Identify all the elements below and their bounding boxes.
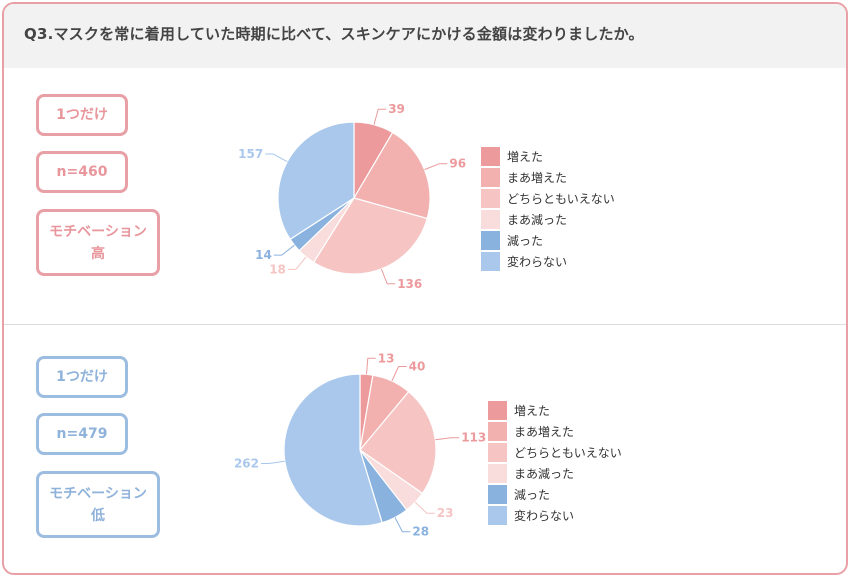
data-label: 13 bbox=[378, 351, 395, 365]
leader-line bbox=[373, 108, 387, 125]
legend-swatch bbox=[481, 252, 500, 271]
legend-label: 変わらない bbox=[514, 508, 574, 523]
legend-label: 減った bbox=[514, 487, 550, 502]
sample-size-badge: n=479 bbox=[36, 413, 128, 455]
legend-label: どちらともいえない bbox=[507, 192, 615, 206]
data-label: 40 bbox=[409, 360, 426, 374]
legend-swatch bbox=[481, 231, 500, 250]
legend-label: まあ減った bbox=[507, 212, 567, 227]
legend-swatch bbox=[488, 485, 507, 504]
data-label: 157 bbox=[238, 147, 263, 161]
leader-line bbox=[273, 244, 295, 256]
leader-line bbox=[435, 437, 460, 441]
leader-line bbox=[366, 357, 376, 375]
question-title: Q3.マスクを常に着用していた時期に比べて、スキンケアにかける金額は変わりました… bbox=[24, 25, 644, 43]
legend-label: 増えた bbox=[507, 150, 543, 164]
legend-swatch bbox=[481, 168, 500, 187]
data-label: 18 bbox=[269, 262, 286, 276]
leader-line bbox=[287, 256, 307, 270]
legend-label: まあ減った bbox=[514, 466, 574, 481]
legend-label: 増えた bbox=[514, 404, 550, 418]
data-label: 96 bbox=[449, 157, 466, 171]
data-label: 113 bbox=[461, 431, 486, 445]
legend-swatch bbox=[481, 147, 500, 166]
legend-swatch bbox=[488, 464, 507, 483]
legend-label: まあ増えた bbox=[514, 425, 574, 439]
motivation-badge: モチベーション 低 bbox=[36, 471, 160, 538]
legend-label: 変わらない bbox=[507, 254, 567, 269]
pie-slice bbox=[312, 197, 428, 275]
question-header: Q3.マスクを常に着用していた時期に比べて、スキンケアにかける金額は変わりました… bbox=[4, 4, 846, 68]
legend-swatch bbox=[488, 401, 507, 420]
leader-line bbox=[394, 517, 411, 533]
data-label: 39 bbox=[388, 102, 405, 116]
leader-line bbox=[265, 153, 288, 163]
legend-swatch bbox=[488, 506, 507, 525]
sample-size-badge: n=460 bbox=[36, 151, 128, 193]
leader-line bbox=[424, 163, 448, 171]
leader-line bbox=[380, 268, 396, 285]
leader-line bbox=[414, 501, 435, 514]
answer-type-badge: 1つだけ bbox=[36, 94, 128, 136]
legend-label: どちらともいえない bbox=[514, 446, 622, 460]
leader-line bbox=[391, 366, 407, 382]
legend-swatch bbox=[481, 189, 500, 208]
legend-swatch bbox=[488, 422, 507, 441]
data-label: 23 bbox=[437, 506, 454, 520]
pie-slice bbox=[277, 121, 355, 241]
legend-label: まあ増えた bbox=[507, 171, 567, 185]
answer-type-badge: 1つだけ bbox=[36, 356, 128, 398]
data-label: 262 bbox=[234, 457, 259, 471]
legend-swatch bbox=[481, 210, 500, 229]
legend-swatch bbox=[488, 443, 507, 462]
section-divider bbox=[4, 324, 846, 325]
data-label: 28 bbox=[412, 525, 429, 539]
leader-line bbox=[261, 460, 285, 464]
legend-label: 減った bbox=[507, 233, 543, 248]
pie-slice bbox=[353, 131, 431, 220]
data-label: 136 bbox=[397, 277, 422, 291]
data-label: 14 bbox=[255, 248, 272, 262]
pie-slice bbox=[283, 373, 383, 527]
motivation-badge: モチベーション 高 bbox=[36, 209, 160, 276]
